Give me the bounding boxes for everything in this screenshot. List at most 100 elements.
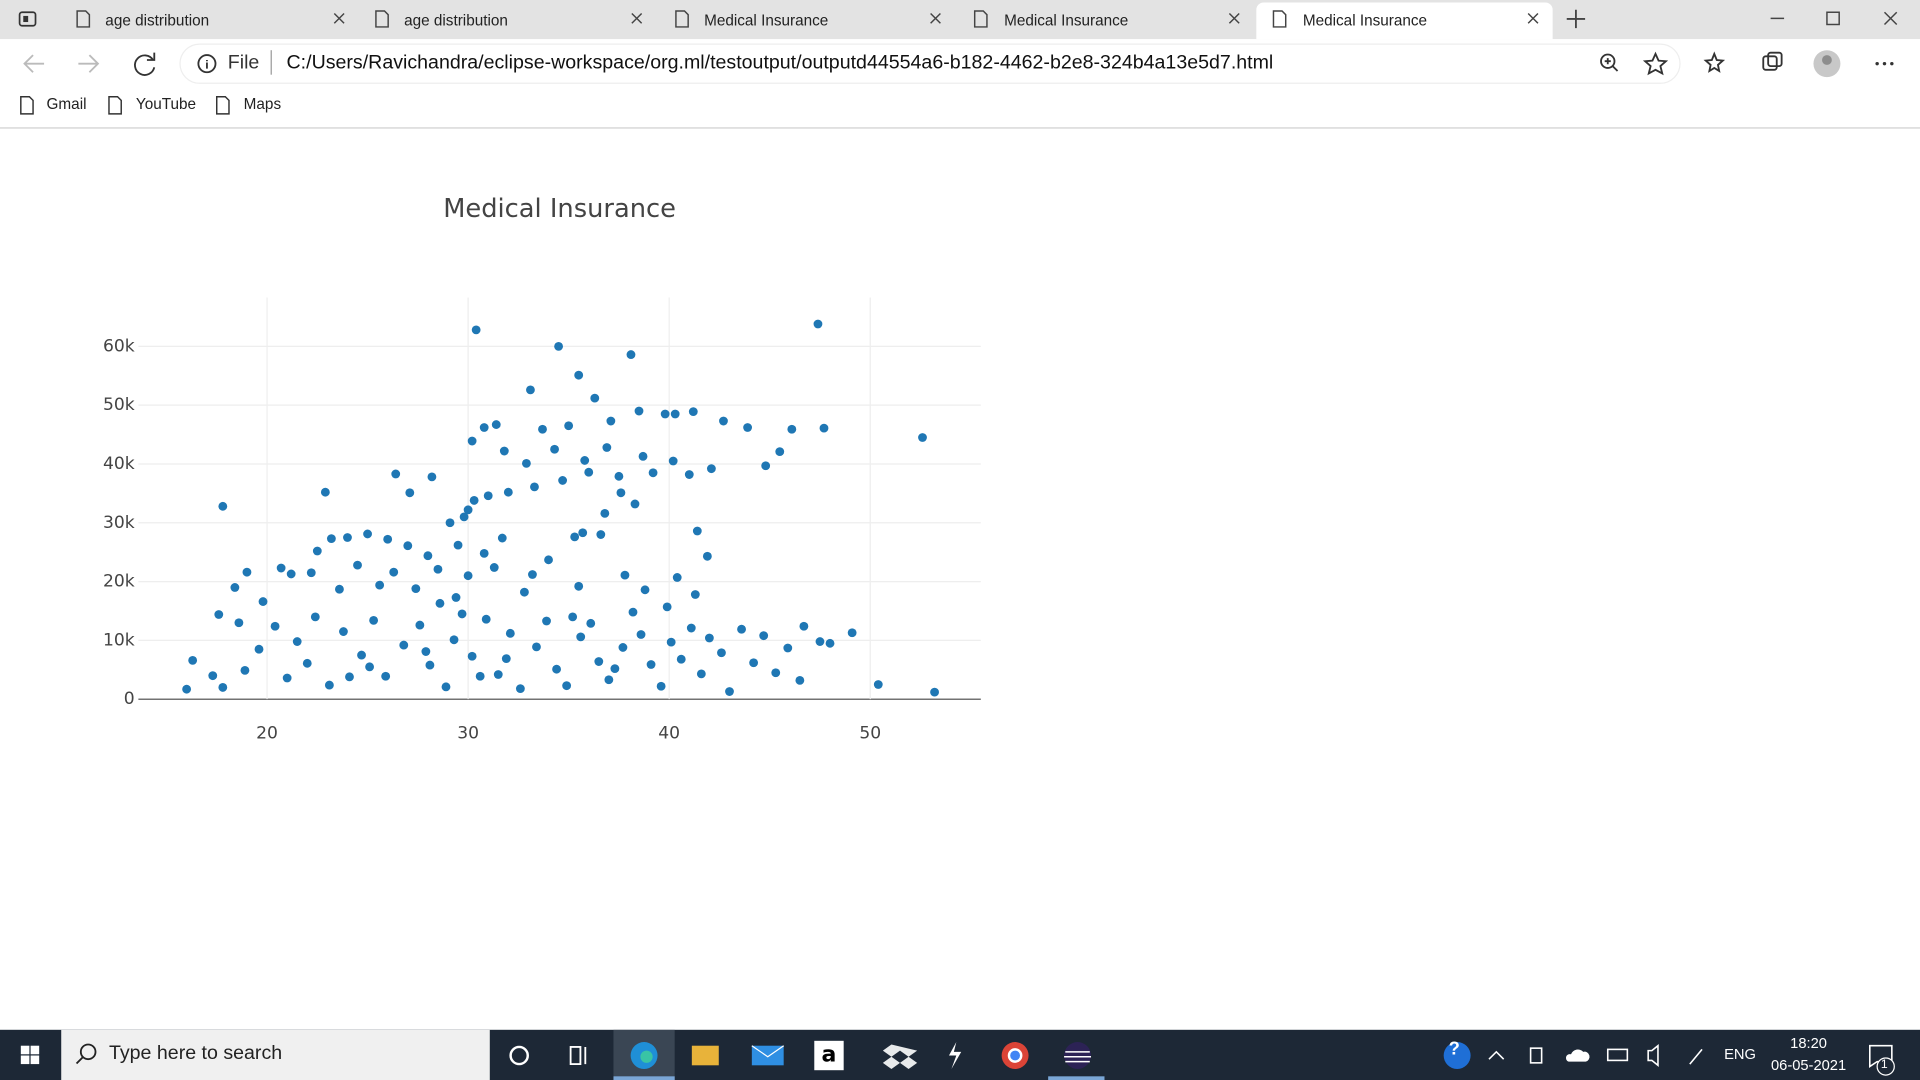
point xyxy=(475,671,485,681)
bookmark[interactable]: Gmail xyxy=(46,95,87,113)
point xyxy=(626,350,636,359)
point xyxy=(435,598,445,608)
point xyxy=(542,616,551,626)
window-menu-icon[interactable] xyxy=(17,10,39,30)
point xyxy=(544,555,553,565)
point xyxy=(684,470,694,479)
point xyxy=(276,563,286,573)
point xyxy=(499,446,509,456)
point xyxy=(421,647,431,656)
point xyxy=(725,687,734,696)
point xyxy=(640,585,650,595)
language[interactable]: ENG xyxy=(1724,1045,1756,1063)
notification-count[interactable]: 1 xyxy=(1880,1057,1888,1072)
y-tick-label: 60k xyxy=(103,336,135,356)
bookmark-icons xyxy=(20,96,230,115)
y-tick-label: 10k xyxy=(103,630,135,650)
bookmark[interactable]: YouTube xyxy=(135,95,197,113)
point xyxy=(692,526,702,536)
point xyxy=(717,648,726,658)
point xyxy=(218,501,228,511)
point xyxy=(282,673,292,683)
point xyxy=(554,341,563,351)
point xyxy=(630,499,640,509)
point xyxy=(188,655,198,665)
point xyxy=(343,533,352,542)
point xyxy=(526,385,535,395)
point xyxy=(254,644,264,654)
point xyxy=(463,571,473,581)
point xyxy=(813,319,823,329)
y-tick-label: 0 xyxy=(124,689,135,709)
point xyxy=(670,409,680,419)
point xyxy=(564,421,574,431)
tab[interactable]: Medical Insurance xyxy=(658,2,954,39)
point xyxy=(873,680,883,689)
point xyxy=(497,533,507,543)
point xyxy=(690,590,700,599)
bookmark[interactable]: Maps xyxy=(243,95,282,113)
point xyxy=(433,564,443,574)
point xyxy=(453,540,463,550)
point xyxy=(493,670,503,679)
point xyxy=(552,664,561,674)
point xyxy=(550,444,559,454)
point xyxy=(240,665,250,675)
tab-title: age distribution xyxy=(404,12,508,30)
tab-title: Medical Insurance xyxy=(1004,12,1129,30)
search-box[interactable]: Type here to search xyxy=(108,1043,283,1065)
point xyxy=(519,587,529,597)
y-tick-label: 20k xyxy=(103,572,135,592)
point xyxy=(596,530,606,539)
point xyxy=(489,563,499,572)
point xyxy=(570,532,580,542)
tab-active[interactable]: Medical Insurance xyxy=(1256,2,1553,40)
point xyxy=(688,407,698,417)
tab[interactable]: age distribution xyxy=(358,2,654,39)
point xyxy=(580,456,590,465)
point xyxy=(242,567,252,577)
point xyxy=(310,612,320,622)
point xyxy=(353,560,362,570)
point xyxy=(369,615,379,625)
clock-date[interactable]: 06-05-2021 xyxy=(1770,1056,1847,1074)
point xyxy=(578,528,588,538)
point xyxy=(819,423,829,433)
chart-title: Medical Insurance xyxy=(443,194,676,224)
point xyxy=(618,643,628,652)
point xyxy=(467,436,477,446)
tab[interactable]: Medical Insurance xyxy=(958,2,1254,39)
point xyxy=(558,476,568,485)
url[interactable]: C:/Users/Ravichandra/eclipse-workspace/o… xyxy=(286,52,1274,74)
point xyxy=(638,451,648,461)
point xyxy=(918,433,927,442)
point xyxy=(445,518,455,528)
point xyxy=(584,467,594,477)
point xyxy=(600,508,610,518)
point xyxy=(574,581,584,591)
tab[interactable]: age distribution xyxy=(59,2,355,39)
point xyxy=(799,621,809,631)
point xyxy=(292,637,302,646)
y-tick-label: 50k xyxy=(103,395,135,415)
point xyxy=(365,662,374,672)
point xyxy=(483,491,493,501)
point xyxy=(761,461,771,471)
chart: Medical Insurance 0 10k 20k 30k 40k 50k 60k 20 3… xyxy=(103,194,981,743)
point xyxy=(532,642,541,652)
point xyxy=(467,651,477,661)
point xyxy=(230,583,240,592)
point xyxy=(335,584,344,594)
tab-bar xyxy=(0,0,1920,40)
point xyxy=(481,614,491,624)
point xyxy=(234,618,244,628)
clock-time[interactable]: 18:20 xyxy=(1790,1034,1827,1052)
point xyxy=(568,612,578,622)
point xyxy=(775,447,785,457)
point xyxy=(399,640,409,650)
point xyxy=(696,669,706,679)
point xyxy=(427,472,437,482)
point xyxy=(491,420,501,429)
